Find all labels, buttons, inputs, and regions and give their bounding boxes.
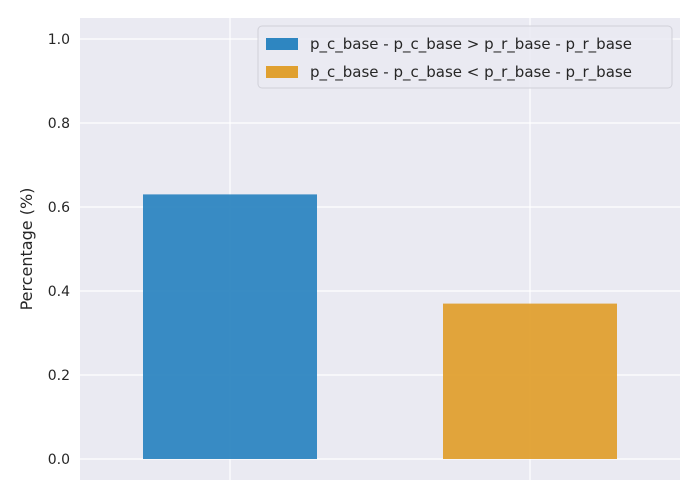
y-tick-label: 0.6 [48,200,70,216]
y-tick-label: 1.0 [48,32,70,48]
bars [143,194,617,459]
legend: p_c_base - p_c_base > p_r_base - p_r_bas… [257,25,673,89]
y-axis-label: Percentage (%) [17,188,36,311]
y-tick-label: 0.0 [48,452,70,468]
bar [143,194,317,459]
legend-swatch [266,66,298,78]
bar [443,303,617,459]
legend-swatch [266,38,298,50]
y-tick-label: 0.8 [48,116,70,132]
y-tick-labels: 0.0 0.2 0.4 0.6 0.8 1.0 [48,32,70,468]
legend-box [257,25,673,89]
legend-label: p_c_base - p_c_base < p_r_base - p_r_bas… [310,63,632,82]
y-tick-label: 0.4 [48,284,70,300]
legend-label: p_c_base - p_c_base > p_r_base - p_r_bas… [310,35,632,54]
y-tick-label: 0.2 [48,368,70,384]
